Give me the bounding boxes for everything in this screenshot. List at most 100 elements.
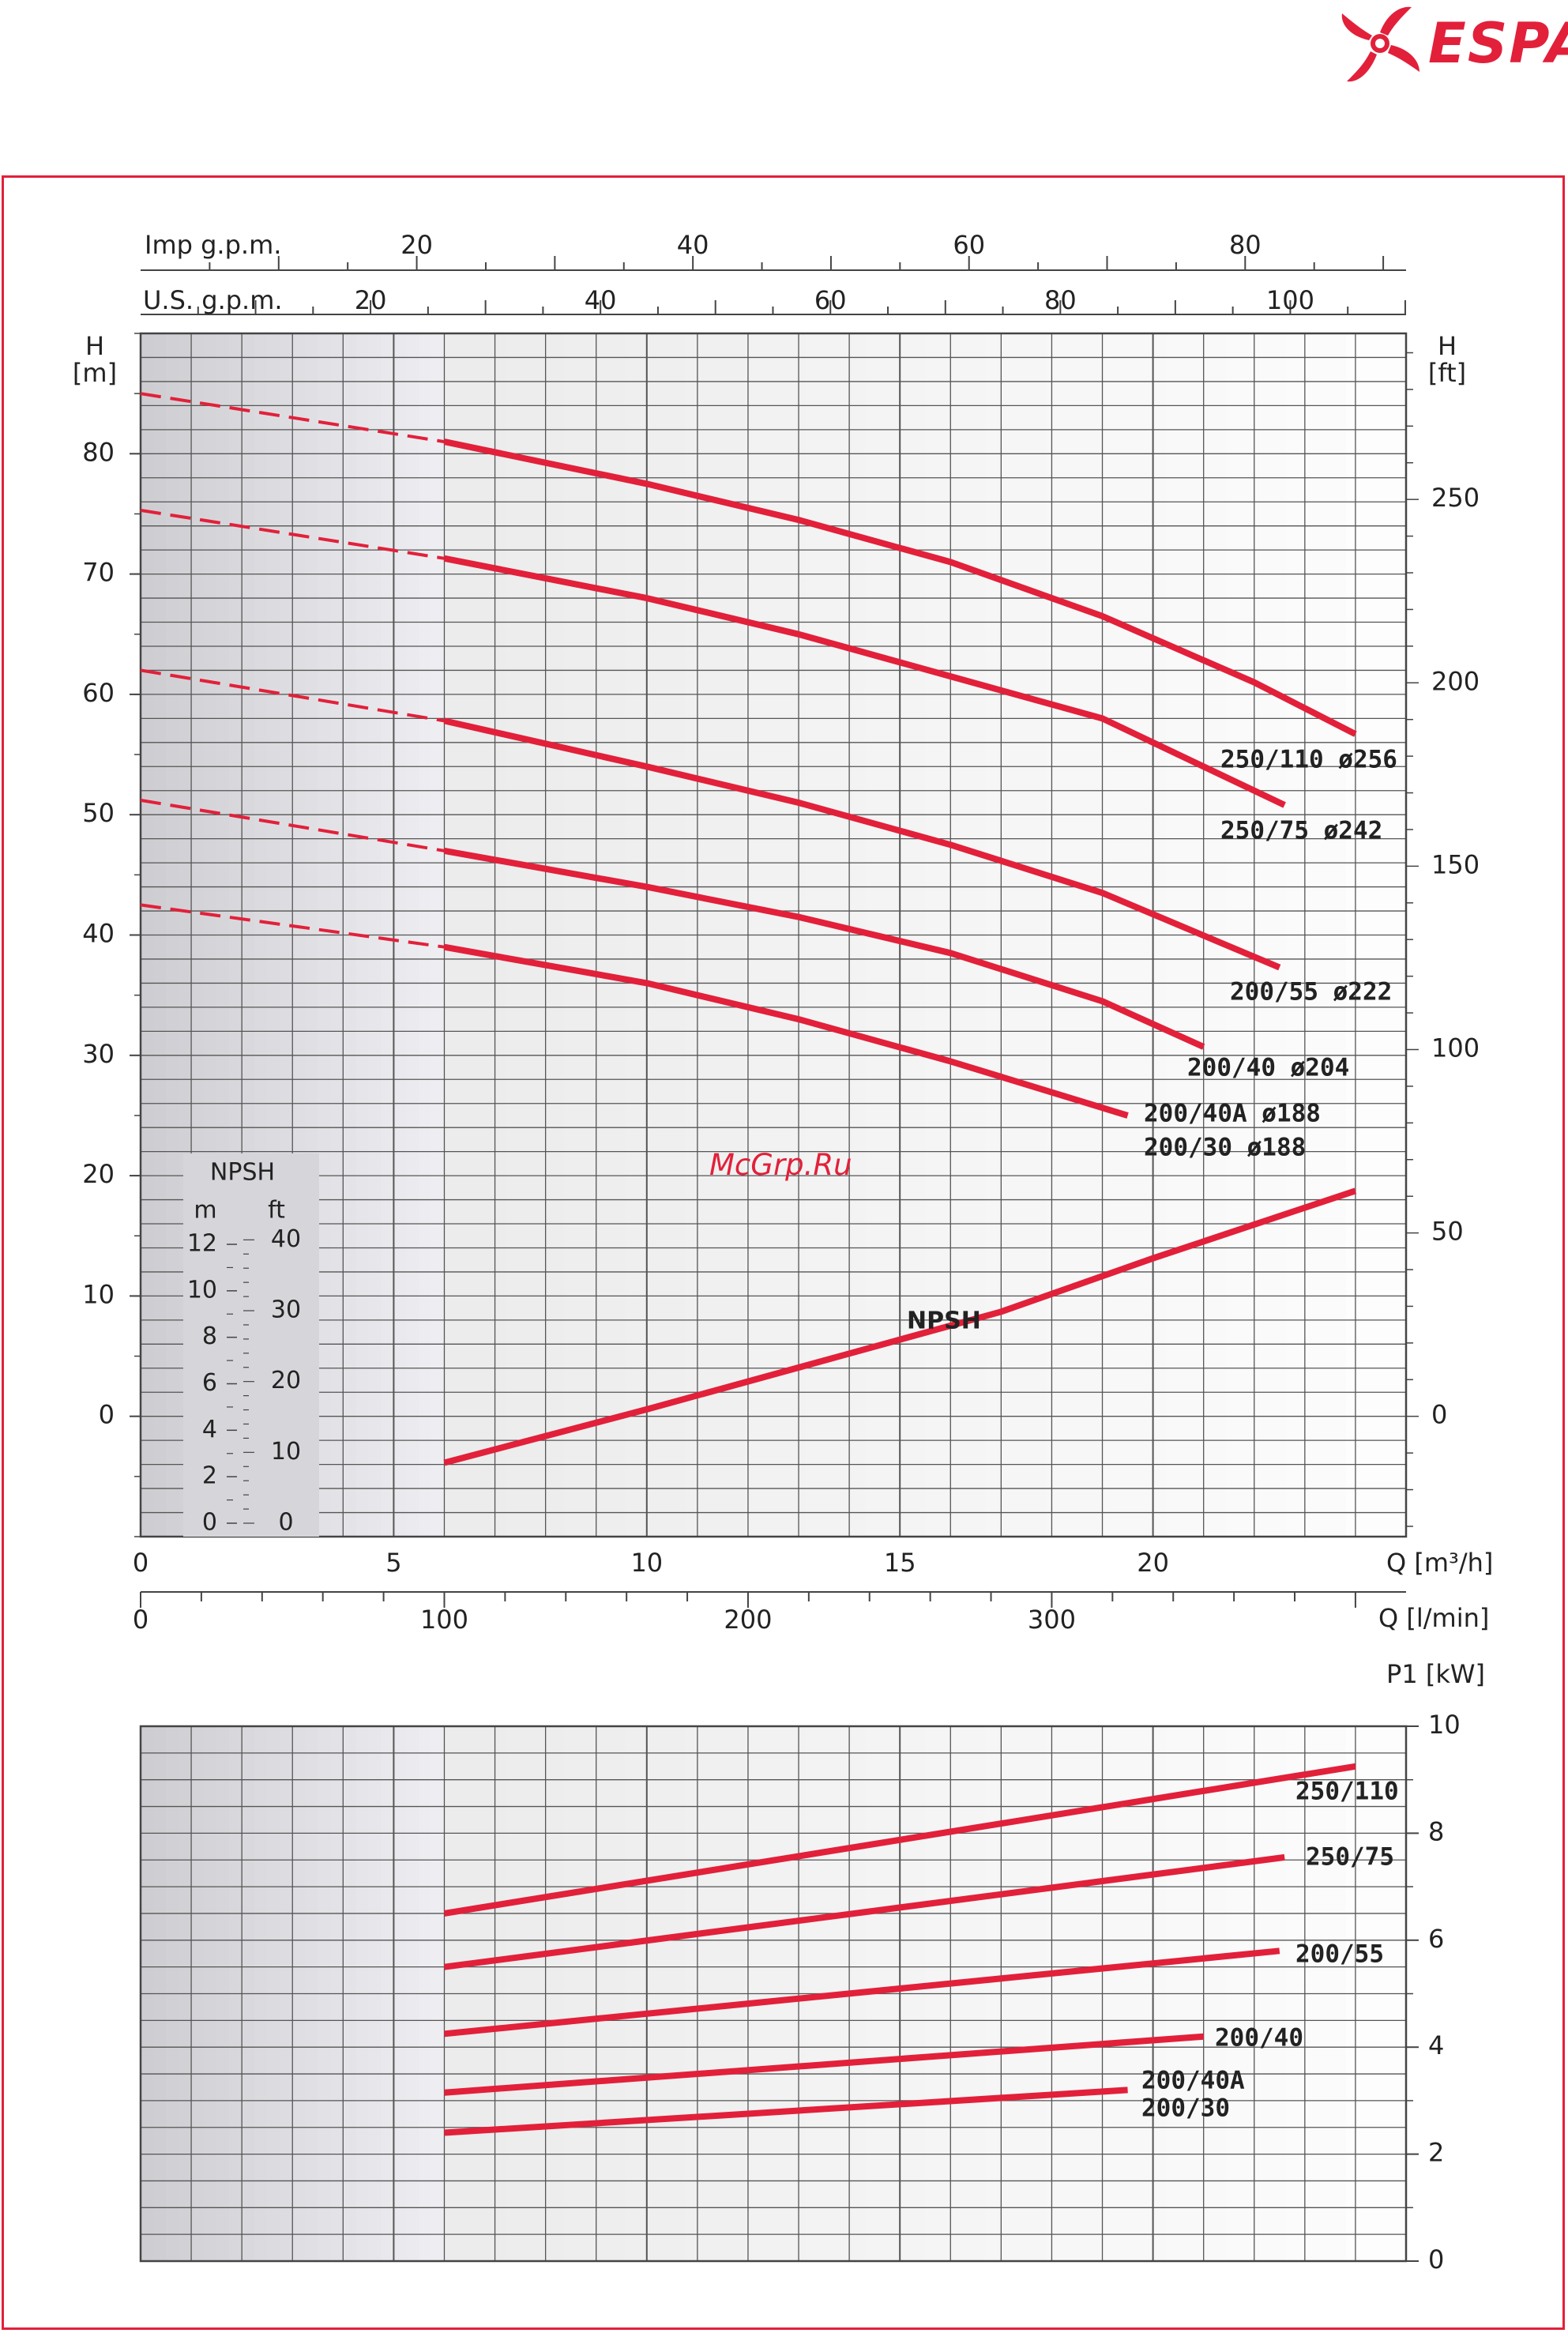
us-tick-label: 40 (585, 285, 617, 315)
power-curve-line (444, 2087, 1128, 2136)
imp-tick-label: 80 (1229, 230, 1262, 260)
power-curve-label: 250/75 (1306, 1843, 1394, 1872)
imp-tick-label: 60 (953, 230, 985, 260)
x-tick-label-m3h: 0 (133, 1548, 149, 1578)
y-tick-label-m: 80 (82, 437, 115, 467)
power-tick-label: 8 (1428, 1816, 1444, 1846)
head-curve-label: 200/55 ø222 (1230, 978, 1392, 1007)
imp-tick-label: 20 (400, 230, 433, 260)
npsh-ft-tick-label: 40 (271, 1225, 301, 1253)
npsh-axis-title: NPSH (210, 1159, 275, 1187)
dashed-extension-line (140, 392, 445, 444)
x-tick-label-m3h: 20 (1137, 1548, 1169, 1578)
imp-tick-label: 40 (677, 230, 709, 260)
power-curve-label: 200/30 (1141, 2094, 1230, 2123)
us-tick-label: 20 (355, 285, 387, 315)
y-tick-label-m: 60 (82, 678, 115, 708)
x-tick-label-lmin: 200 (724, 1605, 772, 1635)
x-axis-label-m3h: Q [m³/h] (1386, 1548, 1493, 1578)
y-tick-label-m: 0 (99, 1400, 115, 1430)
y-tick-label-ft: 200 (1431, 666, 1480, 696)
power-plot-area (139, 1725, 1408, 2263)
npsh-axis-box (183, 1153, 319, 1537)
y-tick-label-m: 50 (82, 798, 115, 828)
head-curve-line (443, 555, 1286, 808)
npsh-unit-m: m (194, 1197, 216, 1225)
y-tick-label-ft: 50 (1431, 1217, 1464, 1247)
power-curve-label: 200/40 (1215, 2024, 1303, 2053)
y-axis-label-m: [m] (73, 358, 117, 388)
npsh-axis-background (183, 1153, 319, 1537)
npsh-unit-ft: ft (268, 1197, 285, 1225)
head-curve-line (443, 438, 1357, 737)
npsh-curve-label: NPSH (907, 1308, 981, 1335)
y-tick-label-m: 70 (82, 558, 115, 588)
power-axis-label: P1 [kW] (1386, 1659, 1485, 1689)
power-curve-line (444, 1947, 1280, 2038)
head-curve-line (443, 943, 1129, 1119)
espa-rotor-icon (1341, 6, 1419, 82)
npsh-curve-line (443, 1187, 1357, 1466)
y-tick-label-m: 10 (82, 1279, 115, 1309)
y-tick-label-ft: 250 (1431, 483, 1480, 513)
npsh-m-tick-label: 12 (187, 1230, 217, 1258)
x-tick-label-m3h: 5 (385, 1548, 401, 1578)
npsh-m-tick-label: 4 (202, 1416, 217, 1443)
y-tick-label-ft: 100 (1431, 1033, 1480, 1063)
imp-gpm-label: Imp g.p.m. (145, 230, 281, 260)
npsh-m-tick-label: 6 (202, 1369, 217, 1397)
npsh-m-tick-label: 2 (202, 1462, 217, 1490)
watermark: McGrp.Ru (709, 1148, 852, 1182)
head-curve-line (443, 717, 1281, 971)
brand-name: ESPA (1428, 11, 1568, 76)
y-axis-label-ft: [ft] (1428, 358, 1466, 388)
power-tick-label: 6 (1428, 1924, 1444, 1954)
power-tick-label: 4 (1428, 2030, 1444, 2060)
power-tick-label: 10 (1428, 1710, 1461, 1740)
x-tick-label-lmin: 100 (420, 1605, 468, 1635)
power-curve-line (444, 2033, 1204, 2096)
us-gpm-label: U.S. g.p.m. (143, 285, 283, 315)
chart-frame (2, 175, 1565, 2330)
y-axis-label-h: H (85, 331, 104, 361)
head-curve-label: 200/40A ø188 (1144, 1100, 1321, 1128)
npsh-m-tick-label: 8 (202, 1323, 217, 1350)
power-tick-label: 0 (1428, 2245, 1444, 2275)
us-tick-label: 80 (1044, 285, 1077, 315)
head-curve-label: 200/30 ø188 (1144, 1134, 1306, 1162)
power-curve-line (443, 1763, 1356, 1917)
x-axis-label-lmin: Q [l/min] (1378, 1603, 1489, 1633)
dashed-extension-line (140, 903, 445, 949)
power-curve-label: 200/40A (1141, 2067, 1245, 2095)
dashed-extension-line (140, 798, 445, 852)
us-tick-label: 60 (814, 285, 847, 315)
power-curve-label: 250/110 (1295, 1778, 1399, 1806)
power-tick-label: 2 (1428, 2138, 1444, 2168)
us-tick-label: 100 (1266, 285, 1314, 315)
npsh-ft-tick-label: 20 (271, 1367, 301, 1394)
npsh-ft-tick-label: 30 (271, 1296, 301, 1324)
dashed-extension-line (140, 508, 445, 560)
y-tick-label-m: 20 (82, 1159, 115, 1189)
dashed-extension-line (140, 668, 445, 723)
npsh-m-tick-label: 0 (202, 1509, 217, 1537)
power-curve-label: 200/55 (1295, 1940, 1384, 1969)
x-tick-label-lmin: 0 (133, 1605, 149, 1635)
y-tick-label-m: 30 (82, 1039, 115, 1069)
npsh-ft-tick-label: 0 (278, 1509, 293, 1537)
y-tick-label-ft: 150 (1431, 849, 1480, 879)
y-tick-label-m: 40 (82, 919, 115, 949)
x-tick-label-m3h: 15 (884, 1548, 916, 1578)
head-curve-label: 250/75 ø242 (1220, 817, 1382, 845)
head-curve-label: 200/40 ø204 (1187, 1054, 1349, 1082)
npsh-ft-tick-label: 10 (271, 1438, 301, 1466)
x-tick-label-m3h: 10 (630, 1548, 663, 1578)
x-tick-label-lmin: 300 (1028, 1605, 1076, 1635)
head-curve-line (443, 847, 1205, 1050)
npsh-m-tick-label: 10 (187, 1276, 217, 1304)
y-tick-label-ft: 0 (1431, 1400, 1447, 1430)
brand-logo (1331, 0, 1568, 87)
head-curve-label: 250/110 ø256 (1220, 746, 1397, 774)
y-axis-label-h-right: H (1438, 331, 1457, 361)
